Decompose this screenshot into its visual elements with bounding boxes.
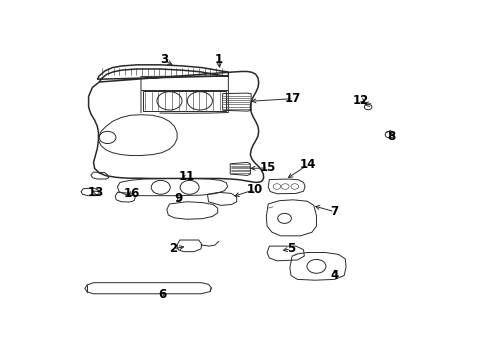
Text: 17: 17 [285,92,301,105]
Text: 13: 13 [87,186,103,199]
Text: 6: 6 [158,288,166,301]
Text: 12: 12 [353,94,369,107]
Text: 1: 1 [215,53,223,66]
Text: 7: 7 [331,205,339,218]
Text: 2: 2 [169,242,177,255]
Text: 10: 10 [247,183,263,196]
Text: 3: 3 [160,53,168,66]
Text: 9: 9 [175,193,183,206]
Text: 8: 8 [388,130,396,143]
Text: 4: 4 [331,269,339,282]
Text: 14: 14 [300,158,316,171]
Text: 11: 11 [178,170,195,183]
Text: 5: 5 [287,242,295,255]
Text: 16: 16 [123,187,140,200]
Text: 15: 15 [260,161,276,175]
